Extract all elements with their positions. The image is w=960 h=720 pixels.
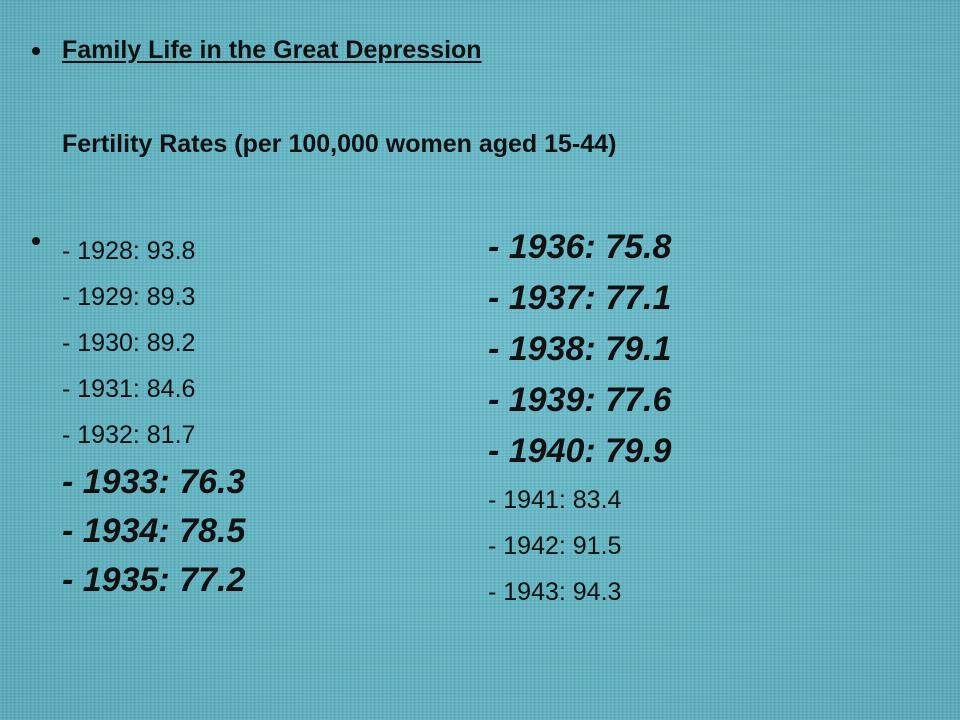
rate-row: - 1941: 83.4 — [488, 486, 622, 514]
rate-row: - 1932: 81.7 — [62, 421, 196, 449]
rate-row: - 1938: 79.1 — [488, 330, 672, 368]
rate-row: - 1942: 91.5 — [488, 532, 622, 560]
rate-row: - 1930: 89.2 — [62, 329, 196, 357]
rate-row: - 1943: 94.3 — [488, 578, 622, 606]
bullet-dot — [32, 237, 40, 245]
rate-row: - 1933: 76.3 — [62, 463, 246, 501]
slide-title: Family Life in the Great Depression — [62, 36, 482, 64]
rate-row: - 1940: 79.9 — [488, 432, 672, 470]
rate-row: - 1931: 84.6 — [62, 375, 196, 403]
fertility-rates-left-column: - 1928: 93.8 - 1929: 89.3 - 1930: 89.2 -… — [62, 228, 245, 605]
rate-row: - 1929: 89.3 — [62, 283, 196, 311]
rate-row: - 1936: 75.8 — [488, 228, 672, 266]
slide-subtitle: Fertility Rates (per 100,000 women aged … — [62, 130, 617, 158]
rate-row: - 1939: 77.6 — [488, 381, 672, 419]
rate-row: - 1937: 77.1 — [488, 279, 672, 317]
bullet-dot — [32, 47, 40, 55]
rate-row: - 1935: 77.2 — [62, 561, 246, 599]
rate-row: - 1934: 78.5 — [62, 512, 246, 550]
fertility-rates-right-column: - 1936: 75.8 - 1937: 77.1 - 1938: 79.1 -… — [488, 222, 671, 615]
rate-row: - 1928: 93.8 — [62, 237, 196, 265]
